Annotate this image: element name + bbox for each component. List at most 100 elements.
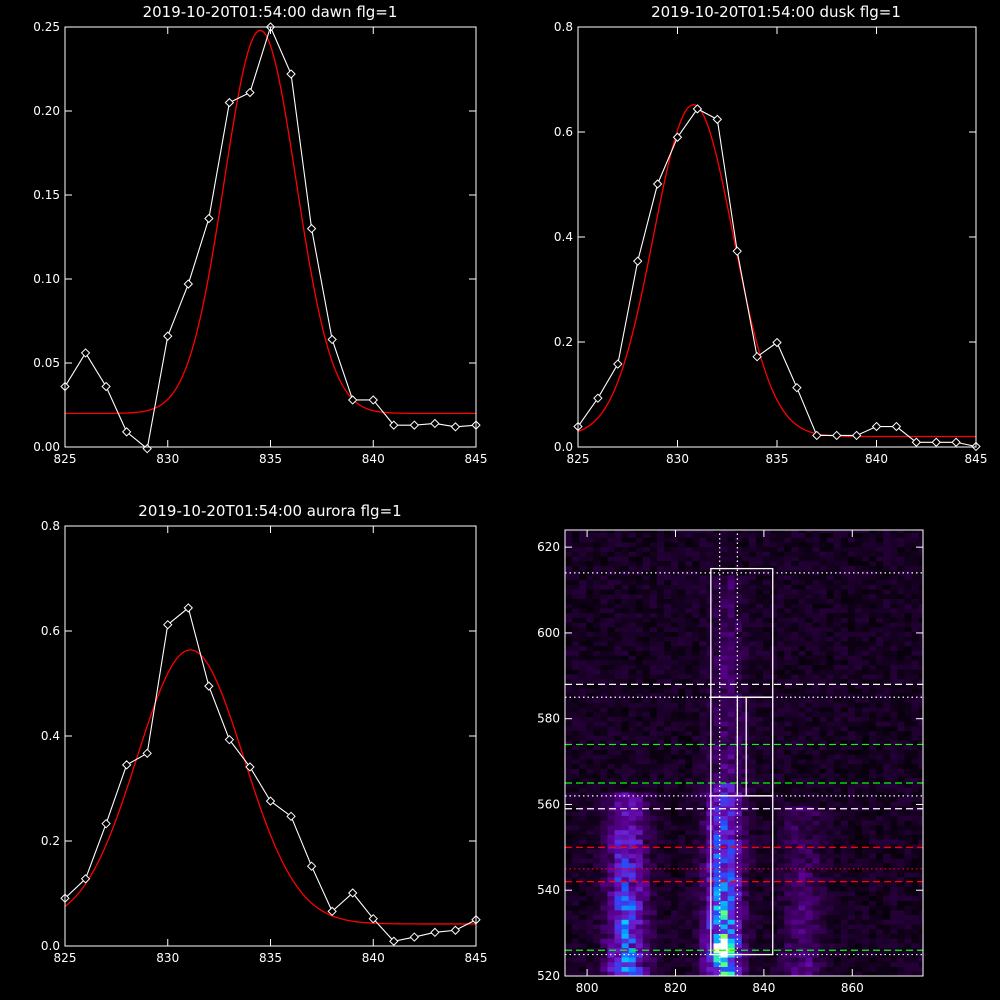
heatmap-cell — [600, 966, 608, 972]
heatmap-cell — [699, 796, 707, 802]
heatmap-cell — [854, 806, 863, 812]
heatmap-cell — [918, 782, 923, 788]
heatmap-cell — [784, 542, 792, 548]
heatmap-cell — [642, 669, 651, 675]
heatmap-cell — [720, 938, 729, 944]
heatmap-cell — [727, 763, 736, 769]
heatmap-cell — [869, 532, 877, 538]
heatmap-cell — [706, 631, 714, 637]
heatmap-cell — [586, 768, 594, 774]
heatmap-cell — [847, 721, 856, 727]
heatmap-cell — [741, 721, 750, 727]
heatmap-cell — [755, 744, 764, 750]
heatmap-cell — [621, 617, 630, 623]
heatmap-cell — [784, 825, 792, 831]
heatmap-cell — [784, 617, 792, 623]
heatmap-cell — [727, 674, 736, 680]
heatmap-cell — [713, 735, 721, 741]
heatmap-cell — [685, 891, 693, 897]
heatmap-cell — [656, 655, 665, 661]
heatmap-cell — [826, 933, 835, 939]
heatmap-cell — [678, 707, 686, 713]
heatmap-cell — [628, 664, 637, 670]
heatmap-cell — [656, 589, 665, 595]
heatmap-cell — [692, 754, 700, 760]
heatmap-cell — [883, 815, 891, 821]
heatmap-cell — [572, 886, 580, 892]
heatmap-cell — [692, 542, 700, 548]
heatmap-cell — [635, 570, 644, 576]
heatmap-cell — [635, 825, 644, 831]
heatmap-cell — [649, 834, 658, 840]
heatmap-cell — [635, 730, 644, 736]
heatmap-cell — [593, 905, 601, 911]
heatmap-cell — [614, 876, 622, 883]
heatmap-cell — [784, 636, 792, 642]
heatmap-cell — [649, 669, 658, 675]
heatmap-cell — [890, 810, 898, 817]
heatmap-cell — [607, 848, 615, 854]
heatmap-cell — [572, 707, 580, 713]
heatmap-cell — [833, 542, 842, 548]
heatmap-cell — [607, 881, 615, 887]
heatmap-cell — [727, 636, 736, 642]
heatmap-cell — [706, 810, 714, 817]
heatmap-cell — [805, 815, 813, 821]
heatmap-cell — [869, 815, 877, 821]
heatmap-cell — [734, 570, 743, 576]
heatmap-cell — [784, 530, 792, 533]
heatmap-cell — [819, 938, 828, 944]
heatmap-cell — [911, 787, 919, 793]
data-point — [951, 437, 961, 447]
heatmap-cell — [649, 763, 658, 769]
heatmap-cell — [840, 603, 849, 609]
heatmap-cell — [586, 702, 594, 708]
heatmap-cell — [649, 938, 658, 944]
heatmap-cell — [692, 707, 700, 713]
heatmap-cell — [876, 834, 884, 840]
heatmap-cell — [777, 551, 785, 557]
heatmap-cell — [692, 579, 700, 585]
heatmap-cell — [897, 867, 905, 873]
heatmap-cell — [649, 725, 658, 732]
data-point — [80, 348, 91, 358]
heatmap-cell — [685, 612, 693, 618]
heatmap-cell — [833, 834, 842, 840]
heatmap-cell — [784, 702, 792, 708]
heatmap-cell — [642, 909, 651, 916]
heatmap-cell — [777, 905, 785, 911]
heatmap-cell — [890, 848, 898, 854]
heatmap-cell — [918, 683, 923, 689]
heatmap-cell — [904, 584, 912, 590]
heatmap-cell — [649, 928, 658, 934]
heatmap-cell — [784, 928, 792, 934]
heatmap-cell — [699, 957, 707, 963]
heatmap-cell — [791, 551, 799, 557]
heatmap-cell — [565, 763, 573, 769]
heatmap-cell — [614, 886, 622, 892]
heatmap-cell — [600, 900, 608, 906]
heatmap-cell — [748, 961, 757, 967]
heatmap-cell — [840, 631, 849, 637]
heatmap-cell — [664, 839, 672, 845]
heatmap-cell — [720, 792, 729, 798]
heatmap-cell — [579, 858, 587, 864]
heatmap-cell — [713, 872, 721, 878]
heatmap-cell — [614, 829, 622, 835]
heatmap-cell — [826, 532, 835, 538]
heatmap-cell — [713, 560, 721, 566]
heatmap-cell — [614, 895, 622, 901]
heatmap-cell — [755, 957, 764, 963]
heatmap-cell — [572, 617, 580, 623]
heatmap-cell — [770, 914, 778, 920]
heatmap-cell — [572, 650, 580, 656]
heatmap-cell — [699, 895, 707, 901]
heatmap-cell — [819, 777, 828, 783]
heatmap-cell — [727, 692, 736, 699]
heatmap-cell — [918, 735, 923, 741]
heatmap-cell — [748, 725, 757, 732]
heatmap-cell — [635, 560, 644, 566]
heatmap-cell — [869, 843, 877, 850]
heatmap-cell — [671, 919, 679, 925]
heatmap-cell — [798, 697, 806, 703]
